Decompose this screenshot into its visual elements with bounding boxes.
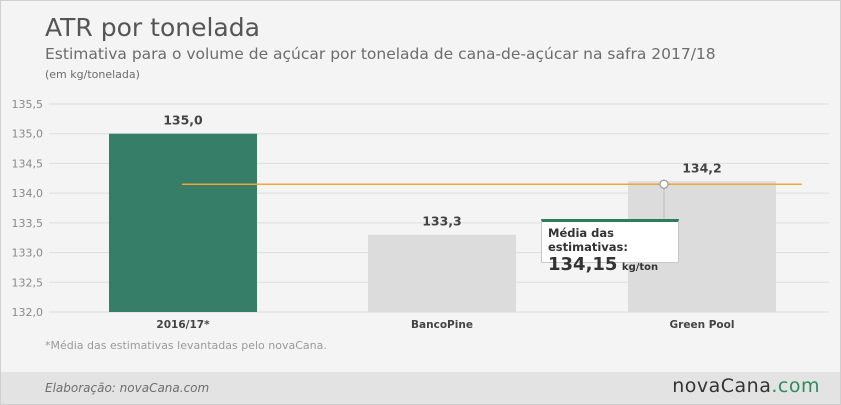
data-label: 135,0 xyxy=(163,113,203,128)
y-tick-label: 135,5 xyxy=(12,98,44,111)
data-label: 134,2 xyxy=(682,160,722,175)
x-tick-label: 2016/17* xyxy=(156,319,210,331)
average-callout-unit: kg/ton xyxy=(621,262,659,273)
y-tick-label: 135,0 xyxy=(12,128,44,141)
credit-text: Elaboração: novaCana.com xyxy=(45,381,210,395)
y-tick-label: 134,0 xyxy=(12,187,44,200)
chart-title: ATR por tonelada xyxy=(45,13,260,42)
x-tick-label: Green Pool xyxy=(670,319,735,331)
footer-bar: Elaboração: novaCana.com novaCana.com xyxy=(1,372,840,404)
data-label: 133,3 xyxy=(422,214,462,229)
chart-subtitle: Estimativa para o volume de açúcar por t… xyxy=(45,45,716,63)
brand-suffix: com xyxy=(777,375,820,397)
brand-dot: . xyxy=(771,375,778,397)
chart-unit: (em kg/tonelada) xyxy=(45,68,140,81)
brand-logo: novaCana.com xyxy=(672,375,820,397)
y-tick-label: 132,0 xyxy=(12,306,44,319)
y-tick-label: 133,0 xyxy=(12,247,44,260)
average-callout-label: Média das estimativas: xyxy=(548,226,628,254)
average-callout-value: 134,15 xyxy=(548,254,618,275)
y-tick-label: 134,5 xyxy=(12,157,44,170)
footnote: *Média das estimativas levantadas pelo n… xyxy=(45,339,327,352)
y-tick-label: 132,5 xyxy=(12,276,44,289)
brand-name: novaCana xyxy=(672,375,772,397)
bar-chart: 132,0 132,5 133,0 133,5 134,0 134,5 135,0 135,5… xyxy=(12,98,829,331)
x-tick-label: BancoPine xyxy=(411,319,473,331)
average-marker xyxy=(659,179,669,189)
bar xyxy=(368,234,516,312)
y-tick-label: 133,5 xyxy=(12,217,44,230)
bar xyxy=(109,133,257,312)
average-callout: Média das estimativas: 134,15 kg/ton xyxy=(541,219,679,275)
